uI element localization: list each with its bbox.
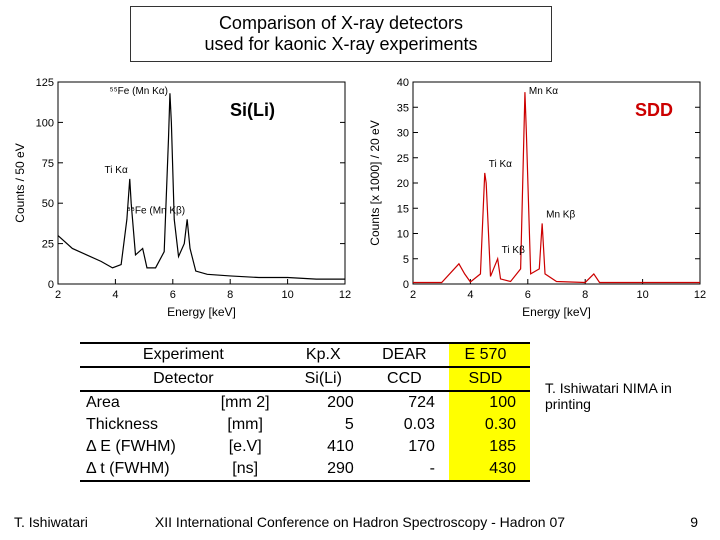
svg-text:Mn Kα: Mn Kα xyxy=(529,86,558,97)
cell: 410 xyxy=(287,436,368,458)
cell: 185 xyxy=(449,436,530,458)
svg-text:Energy [keV]: Energy [keV] xyxy=(522,305,591,319)
cell: 0.03 xyxy=(368,414,449,436)
svg-text:5: 5 xyxy=(403,254,409,266)
svg-text:35: 35 xyxy=(397,102,409,114)
svg-text:Ti Kβ: Ti Kβ xyxy=(502,245,525,256)
title-line-1: Comparison of X-ray detectors xyxy=(141,13,541,34)
cell: 100 xyxy=(449,391,530,414)
svg-text:⁵⁵Fe (Mn Kα): ⁵⁵Fe (Mn Kα) xyxy=(109,86,168,97)
cell: 430 xyxy=(449,458,530,481)
svg-text:Ti Kα: Ti Kα xyxy=(489,159,512,170)
footer-page-number: 9 xyxy=(690,514,698,530)
citation: T. Ishiwatari NIMA in printing xyxy=(545,380,705,412)
svg-text:Ti Kα: Ti Kα xyxy=(105,165,128,176)
table: ExperimentKp.XDEARE 570 DetectorSi(Li)CCD… xyxy=(80,342,530,482)
svg-text:Counts / 50 eV: Counts / 50 eV xyxy=(13,143,27,222)
svg-text:12: 12 xyxy=(339,289,351,301)
svg-text:Counts [x 1000] / 20 eV: Counts [x 1000] / 20 eV xyxy=(368,120,382,245)
svg-text:2: 2 xyxy=(410,289,416,301)
svg-text:25: 25 xyxy=(42,239,54,251)
svg-text:Mn Kβ: Mn Kβ xyxy=(546,209,575,220)
svg-text:15: 15 xyxy=(397,203,409,215)
chart-sdd: 2 4 6 8 10 12 0 5 10 15 20 25 30 35 40 Energy [keV] Coun… xyxy=(365,72,710,322)
svg-text:75: 75 xyxy=(42,158,54,170)
cell: - xyxy=(368,458,449,481)
svg-text:8: 8 xyxy=(582,289,588,301)
svg-text:6: 6 xyxy=(525,289,531,301)
svg-text:4: 4 xyxy=(112,289,118,301)
svg-text:4: 4 xyxy=(467,289,473,301)
slide-title: Comparison of X-ray detectors used for k… xyxy=(130,6,552,62)
chart-sdd-label: SDD xyxy=(635,100,673,121)
svg-text:100: 100 xyxy=(36,117,54,129)
svg-text:10: 10 xyxy=(281,289,293,301)
chart-sili-svg: 2 4 6 8 10 12 0 25 50 75 100 125 Energy [keV] Counts … xyxy=(10,72,355,322)
svg-text:50: 50 xyxy=(42,198,54,210)
chart-sili-label: Si(Li) xyxy=(230,100,275,121)
svg-text:12: 12 xyxy=(694,289,706,301)
svg-text:⁵⁵Fe (Mn Kβ): ⁵⁵Fe (Mn Kβ) xyxy=(127,205,186,216)
svg-text:2: 2 xyxy=(55,289,61,301)
row-label: Area xyxy=(80,391,204,414)
svg-text:25: 25 xyxy=(397,153,409,165)
footer-conference: XII International Conference on Hadron S… xyxy=(0,514,720,530)
svg-text:8: 8 xyxy=(227,289,233,301)
th-col: Kp.X xyxy=(287,343,368,367)
cell: 724 xyxy=(368,391,449,414)
svg-text:20: 20 xyxy=(397,178,409,190)
cell: 0.30 xyxy=(449,414,530,436)
svg-text:10: 10 xyxy=(397,229,409,241)
th-det: SDD xyxy=(449,367,530,391)
row-unit: [e.V] xyxy=(204,436,287,458)
th-col: E 570 xyxy=(449,343,530,367)
th-det: CCD xyxy=(368,367,449,391)
row-label: Thickness xyxy=(80,414,204,436)
row-unit: [mm] xyxy=(204,414,287,436)
th-col: DEAR xyxy=(368,343,449,367)
svg-text:0: 0 xyxy=(48,279,54,291)
cell: 5 xyxy=(287,414,368,436)
comparison-table: ExperimentKp.XDEARE 570 DetectorSi(Li)CCD… xyxy=(80,342,530,482)
th-detector: Detector xyxy=(80,367,287,391)
row-unit: [mm 2] xyxy=(204,391,287,414)
svg-text:125: 125 xyxy=(36,77,54,89)
svg-text:30: 30 xyxy=(397,128,409,140)
title-line-2: used for kaonic X-ray experiments xyxy=(141,34,541,55)
cell: 200 xyxy=(287,391,368,414)
charts-region: 246810120255075100125Energy [keV]Counts … xyxy=(10,72,710,332)
svg-text:6: 6 xyxy=(170,289,176,301)
row-label: Δ E (FWHM) xyxy=(80,436,204,458)
row-unit: [ns] xyxy=(204,458,287,481)
cell: 170 xyxy=(368,436,449,458)
cell: 290 xyxy=(287,458,368,481)
svg-text:0: 0 xyxy=(403,279,409,291)
svg-text:10: 10 xyxy=(636,289,648,301)
th-det: Si(Li) xyxy=(287,367,368,391)
svg-text:Energy [keV]: Energy [keV] xyxy=(167,305,236,319)
svg-text:40: 40 xyxy=(397,77,409,89)
chart-sili: 2 4 6 8 10 12 0 25 50 75 100 125 Energy [keV] Counts … xyxy=(10,72,355,322)
th-experiment: Experiment xyxy=(80,343,287,367)
row-label: Δ t (FWHM) xyxy=(80,458,204,481)
